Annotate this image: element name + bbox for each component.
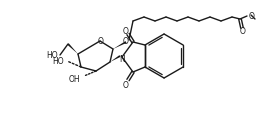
Polygon shape <box>110 56 120 62</box>
Text: O: O <box>98 37 104 46</box>
Polygon shape <box>67 44 78 54</box>
Text: OH: OH <box>68 75 80 84</box>
Text: O: O <box>249 11 255 20</box>
Text: N: N <box>119 54 125 63</box>
Polygon shape <box>113 42 126 50</box>
Text: O: O <box>123 80 129 89</box>
Text: HO: HO <box>52 56 64 65</box>
Text: O: O <box>123 36 129 45</box>
Text: O: O <box>123 26 129 35</box>
Text: HO: HO <box>46 50 58 59</box>
Text: O: O <box>240 27 246 36</box>
